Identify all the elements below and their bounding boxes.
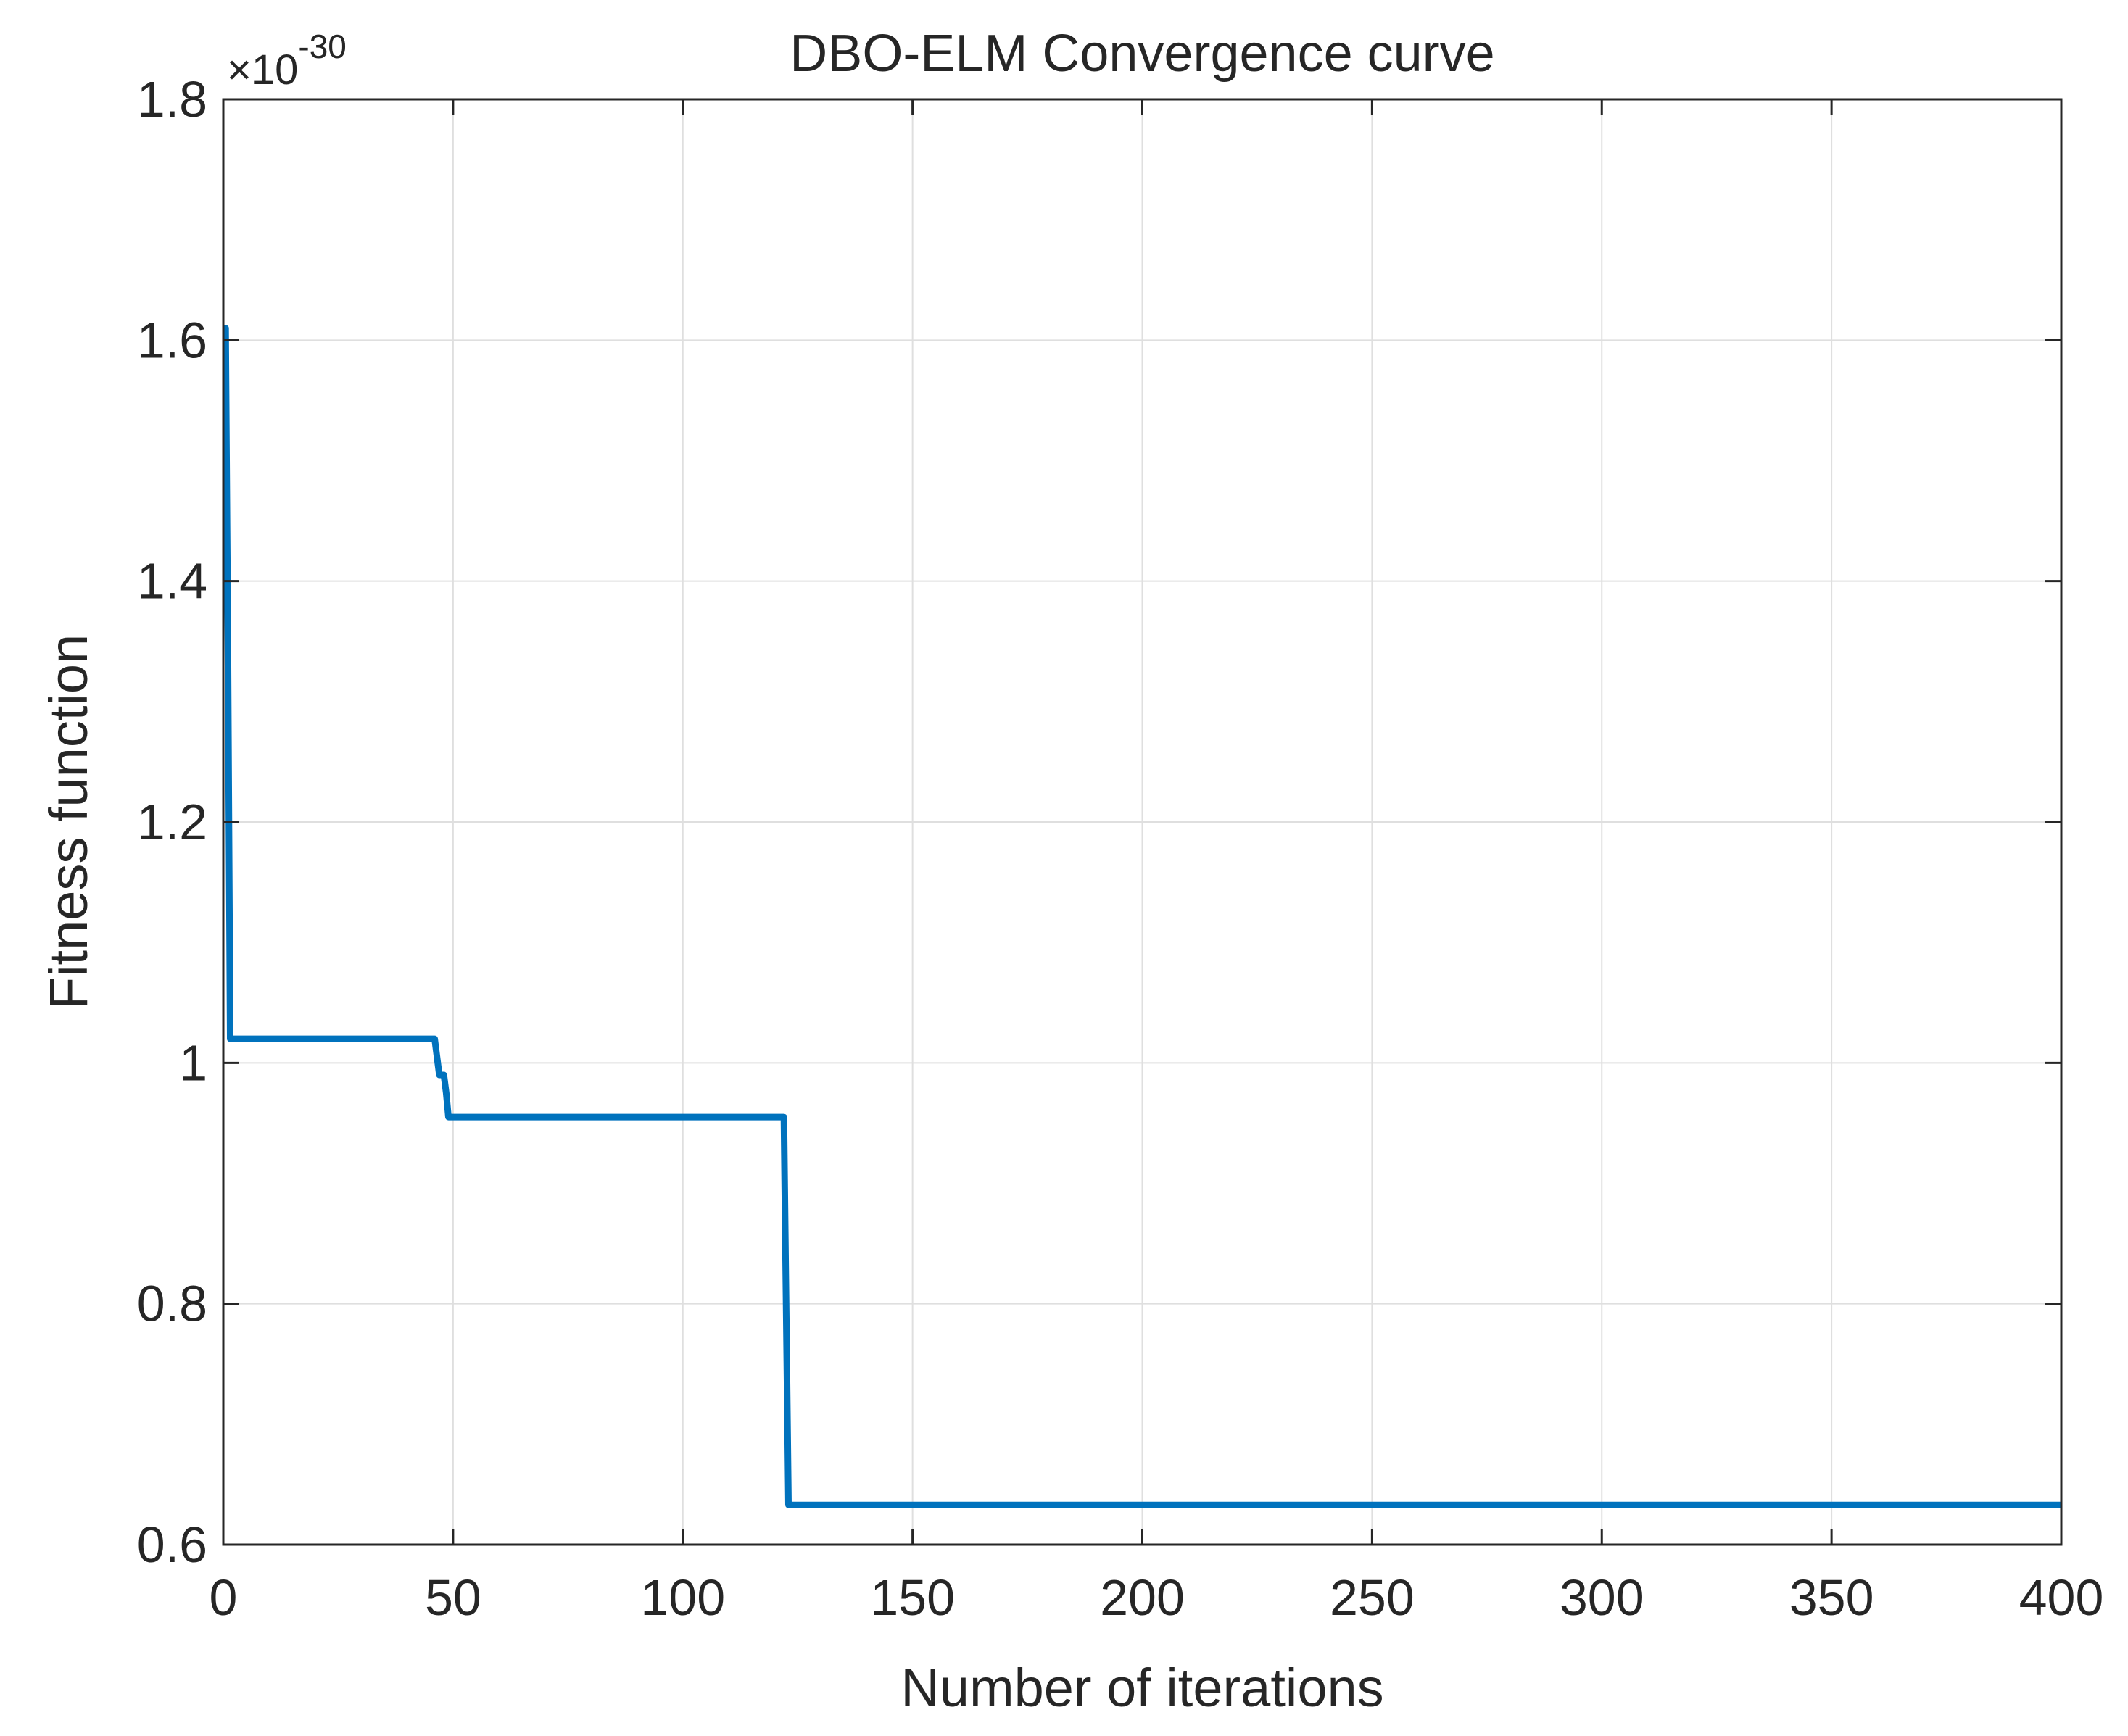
y-tick-label: 0.8	[137, 1276, 207, 1332]
x-tick-label: 100	[640, 1569, 725, 1626]
y-tick-label: 1	[179, 1034, 207, 1091]
x-tick-label: 0	[210, 1569, 238, 1626]
exponent-prefix: ×10	[227, 46, 298, 94]
x-axis-label: Number of iterations	[901, 1658, 1383, 1718]
tick-marks	[222, 98, 2063, 1546]
y-tick-label: 1.6	[137, 312, 207, 368]
series-layer	[222, 325, 2061, 1508]
y-axis-label: Fitness function	[38, 634, 99, 1010]
y-axis-exponent-label: ×10-30	[227, 28, 347, 94]
x-tick-labels: 0 50 100 150 200 250 300 350 400	[210, 1569, 2104, 1626]
x-tick-label: 50	[425, 1569, 481, 1626]
x-tick-label: 400	[2019, 1569, 2104, 1626]
x-tick-label: 150	[870, 1569, 955, 1626]
x-tick-label: 200	[1100, 1569, 1185, 1626]
y-tick-label: 1.2	[137, 794, 207, 850]
x-tick-label: 300	[1560, 1569, 1644, 1626]
exponent-value: -30	[298, 28, 346, 65]
y-tick-label: 1.8	[137, 71, 207, 128]
chart-title: DBO-ELM Convergence curve	[790, 25, 1494, 83]
y-tick-labels: 0.6 0.8 1 1.2 1.4 1.6 1.8	[137, 71, 207, 1573]
series-line	[222, 325, 2061, 1508]
x-tick-label: 250	[1330, 1569, 1415, 1626]
y-tick-label: 1.4	[137, 553, 207, 610]
y-tick-label: 0.6	[137, 1516, 207, 1573]
x-tick-label: 350	[1789, 1569, 1874, 1626]
